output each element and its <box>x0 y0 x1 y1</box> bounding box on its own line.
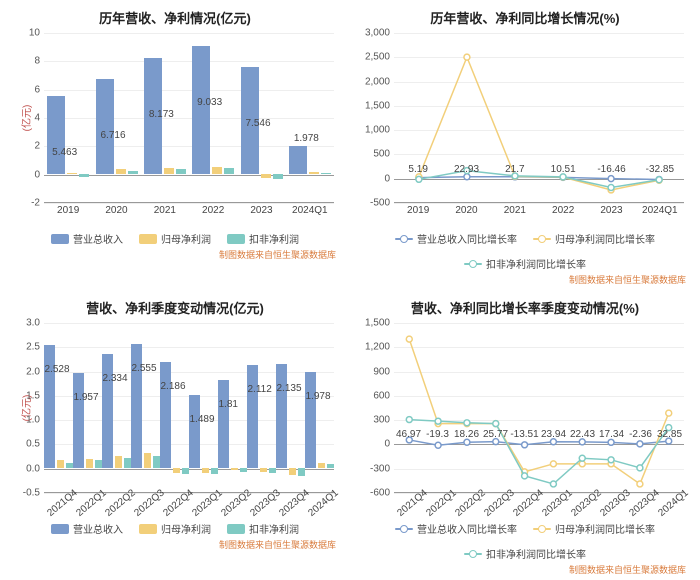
bar-group <box>305 322 334 492</box>
source-text: 制图数据来自恒生聚源数据库 <box>10 538 340 551</box>
panel-annual-growth: 历年营收、净利同比增长情况(%) -50005001,0001,5002,000… <box>350 0 700 290</box>
bar-group <box>189 322 218 492</box>
chart-title: 历年营收、净利同比增长情况(%) <box>360 8 690 27</box>
bar-group <box>247 322 276 492</box>
chart-title: 营收、净利季度变动情况(亿元) <box>10 298 340 317</box>
bar-group <box>96 32 138 202</box>
x-axis: 201920202021202220232024Q1 <box>394 203 684 229</box>
legend-item: 归母净利润同比增长率 <box>533 521 655 536</box>
source-text: 制图数据来自恒生聚源数据库 <box>10 248 340 261</box>
legend-item: 归母净利润同比增长率 <box>533 231 655 246</box>
panel-quarterly-revenue: 营收、净利季度变动情况(亿元) (亿元) -0.50.00.51.01.52.0… <box>0 290 350 580</box>
line-chart: -600-30003006009001,2001,50046.97-19.318… <box>394 323 684 493</box>
bar-chart: (亿元) -0.50.00.51.01.52.02.53.02.5281.957… <box>44 323 334 493</box>
x-axis: 2021Q42022Q12022Q22022Q32022Q42023Q12023… <box>394 493 684 519</box>
source-text: 制图数据来自恒生聚源数据库 <box>360 563 690 576</box>
bar-group <box>44 322 73 492</box>
chart-title: 营收、净利同比增长率季度变动情况(%) <box>360 298 690 317</box>
bar-group <box>276 322 305 492</box>
bar-group <box>73 322 102 492</box>
legend-item: 扣非净利润 <box>227 231 299 246</box>
legend-item: 归母净利润 <box>139 231 211 246</box>
legend-item: 营业总收入 <box>51 231 123 246</box>
legend-item: 扣非净利润同比增长率 <box>464 256 586 271</box>
bar-group <box>47 32 89 202</box>
legend-item: 归母净利润 <box>139 521 211 536</box>
legend-item: 扣非净利润同比增长率 <box>464 546 586 561</box>
legend-item: 营业总收入同比增长率 <box>395 231 517 246</box>
bar-group <box>131 322 160 492</box>
legend: 营业总收入 归母净利润 扣非净利润 <box>10 231 340 246</box>
bar-group <box>289 32 331 202</box>
legend: 营业总收入同比增长率 归母净利润同比增长率扣非净利润同比增长率 <box>360 231 690 271</box>
legend: 营业总收入同比增长率 归母净利润同比增长率扣非净利润同比增长率 <box>360 521 690 561</box>
x-axis: 2021Q42022Q12022Q22022Q32022Q42023Q12023… <box>44 493 334 519</box>
line-chart: -50005001,0001,5002,0002,5003,0005.1922.… <box>394 33 684 203</box>
legend: 营业总收入 归母净利润 扣非净利润 <box>10 521 340 536</box>
x-axis: 201920202021202220232024Q1 <box>44 203 334 229</box>
bar-chart: (亿元) -202468105.4636.7168.1739.0337.5461… <box>44 33 334 203</box>
bar-group <box>160 322 189 492</box>
legend-item: 扣非净利润 <box>227 521 299 536</box>
legend-item: 营业总收入同比增长率 <box>395 521 517 536</box>
bar-group <box>192 32 234 202</box>
chart-title: 历年营收、净利情况(亿元) <box>10 8 340 27</box>
panel-annual-revenue: 历年营收、净利情况(亿元) (亿元) -202468105.4636.7168.… <box>0 0 350 290</box>
source-text: 制图数据来自恒生聚源数据库 <box>360 273 690 286</box>
legend-item: 营业总收入 <box>51 521 123 536</box>
bar-group <box>102 322 131 492</box>
panel-quarterly-growth: 营收、净利同比增长率季度变动情况(%) -600-30003006009001,… <box>350 290 700 580</box>
